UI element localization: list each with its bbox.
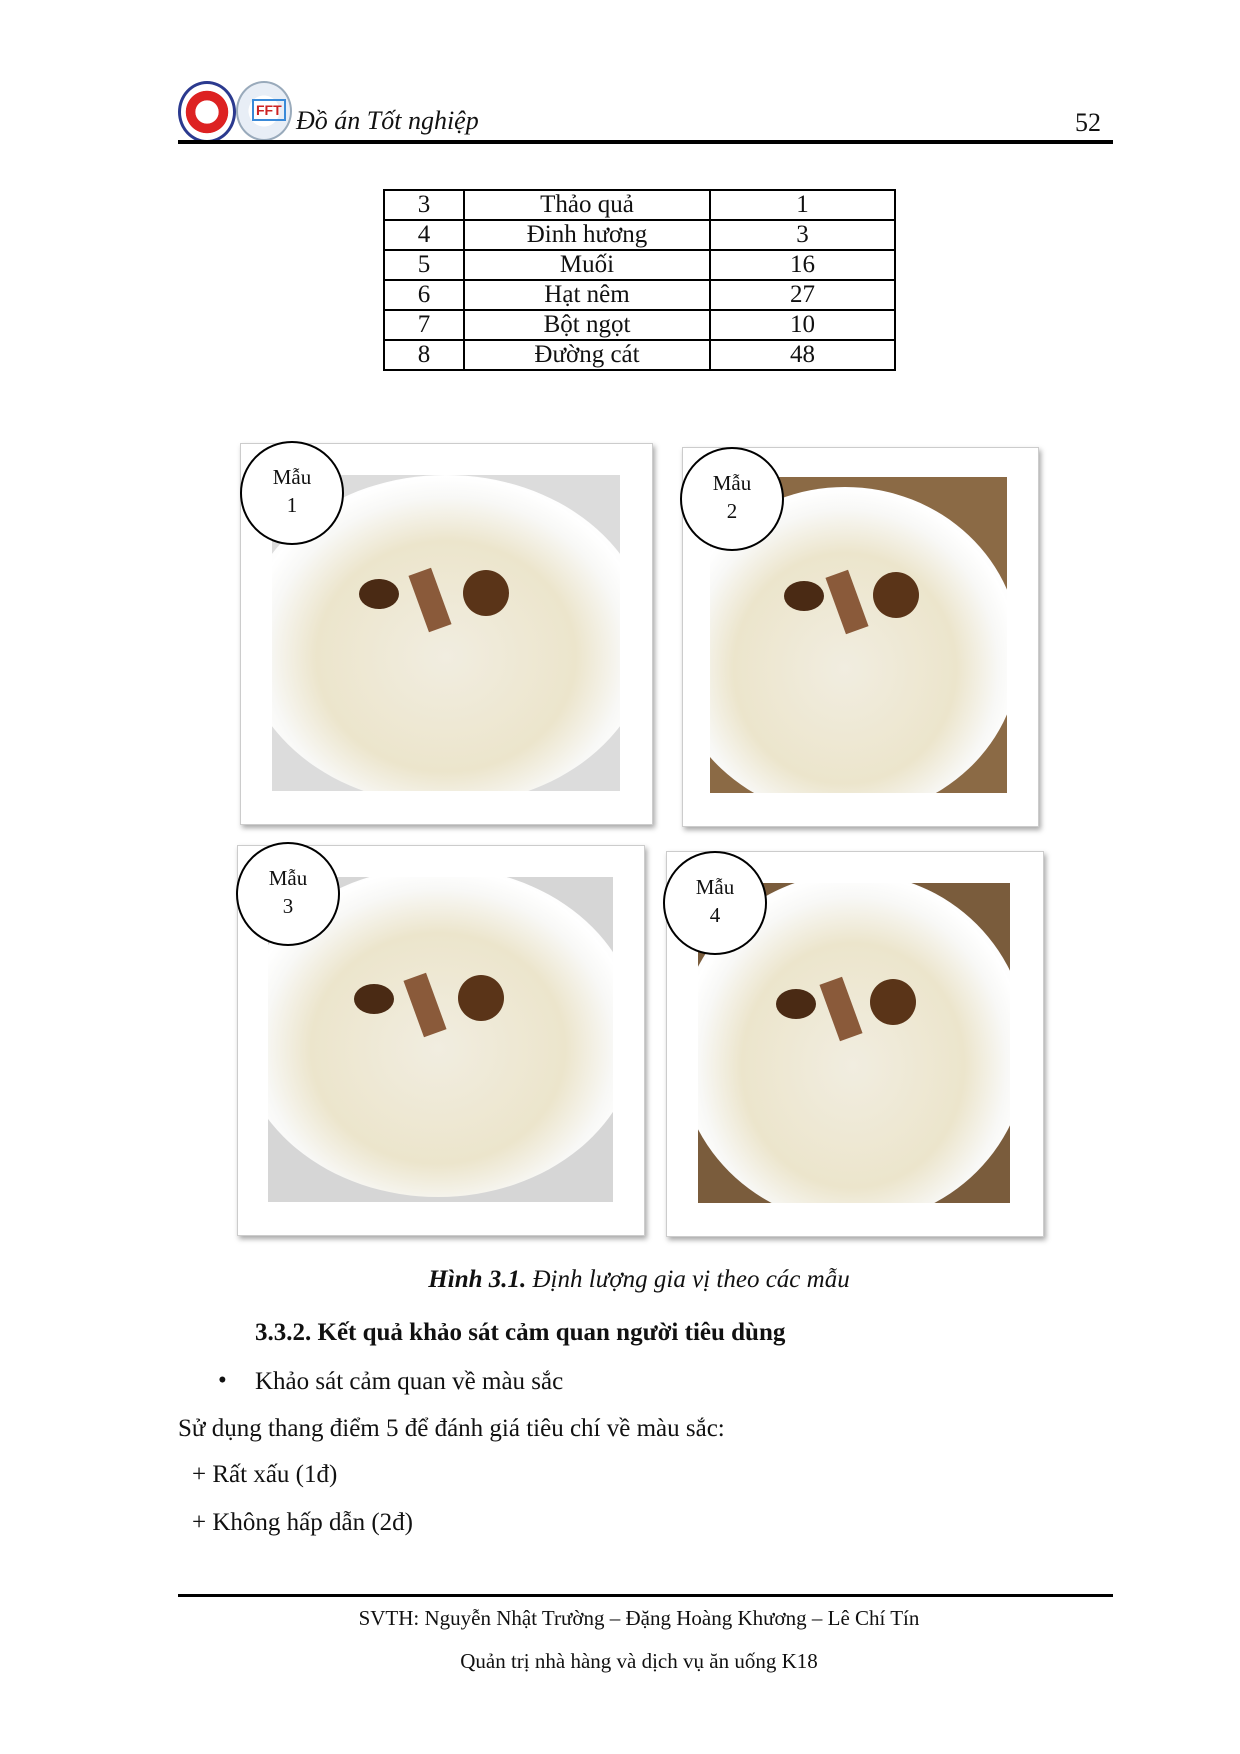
row-number: 8 [383,339,465,371]
footer-program: Quản trị nhà hàng và dịch vụ ăn uống K18 [460,1649,818,1673]
paragraph: Sử dụng thang điểm 5 để đánh giá tiêu ch… [178,1415,725,1442]
sample-label: Mẫu 3 [236,842,340,946]
sample-label-number: 3 [282,894,294,918]
bullet-text: Khảo sát cảm quan về màu sắc [255,1368,564,1395]
section-heading: 3.3.2. Kết quả khảo sát cảm quan người t… [255,1319,786,1346]
table-row: 6 Hạt nêm 27 [383,279,896,311]
row-number: 4 [383,219,465,251]
footer-authors: SVTH: Nguyễn Nhật Trường – Đặng Hoàng Kh… [358,1606,920,1630]
quantity: 10 [709,309,896,341]
sample-label-word: Mẫu [712,471,752,495]
header-title: Đồ án Tốt nghiệp [296,106,479,135]
quantity: 48 [709,339,896,371]
ingredient-name: Muối [463,249,711,281]
footer-divider [178,1594,1113,1597]
header-divider [178,140,1113,144]
ingredient-name: Thảo quả [463,189,711,221]
scale-item-1: + Rất xấu (1đ) [192,1461,338,1488]
sample-label-number: 1 [286,493,298,517]
sample-label: Mẫu 1 [240,441,344,545]
fft-logo: FFT [236,81,292,141]
sample-label-word: Mẫu [272,465,312,489]
bullet-icon: • [218,1367,227,1394]
row-number: 5 [383,249,465,281]
table-row: 8 Đường cát 48 [383,339,896,371]
sample-label: Mẫu 2 [680,447,784,551]
row-number: 7 [383,309,465,341]
quantity: 16 [709,249,896,281]
table-row: 3 Thảo quả 1 [383,189,896,221]
spice-table: 3 Thảo quả 1 4 Đinh hương 3 5 Muối 16 6 Hạt nêm 27 7… [383,189,896,371]
ingredient-name: Bột ngọt [463,309,711,341]
caption-text: Định lượng gia vị theo các mẫu [526,1266,850,1293]
quantity: 3 [709,219,896,251]
figure-caption: Hình 3.1. Định lượng gia vị theo các mẫu [0,1266,1240,1294]
scale-item-2: + Không hấp dẫn (2đ) [192,1509,413,1536]
ingredient-name: Đinh hương [463,219,711,251]
university-logo [178,81,236,143]
sample-label-number: 4 [709,903,721,927]
page-number: 52 [1075,108,1101,137]
spice-bowl-image [268,877,613,1202]
caption-prefix: Hình 3.1. [428,1266,527,1293]
ingredient-name: Đường cát [463,339,711,371]
table-row: 7 Bột ngọt 10 [383,309,896,341]
sample-label-word: Mẫu [268,866,308,890]
table-row: 5 Muối 16 [383,249,896,281]
row-number: 6 [383,279,465,311]
sample-label-word: Mẫu [695,875,735,899]
ingredient-name: Hạt nêm [463,279,711,311]
row-number: 3 [383,189,465,221]
table-row: 4 Đinh hương 3 [383,219,896,251]
quantity: 27 [709,279,896,311]
sample-label: Mẫu 4 [663,851,767,955]
quantity: 1 [709,189,896,221]
sample-label-number: 2 [726,499,738,523]
